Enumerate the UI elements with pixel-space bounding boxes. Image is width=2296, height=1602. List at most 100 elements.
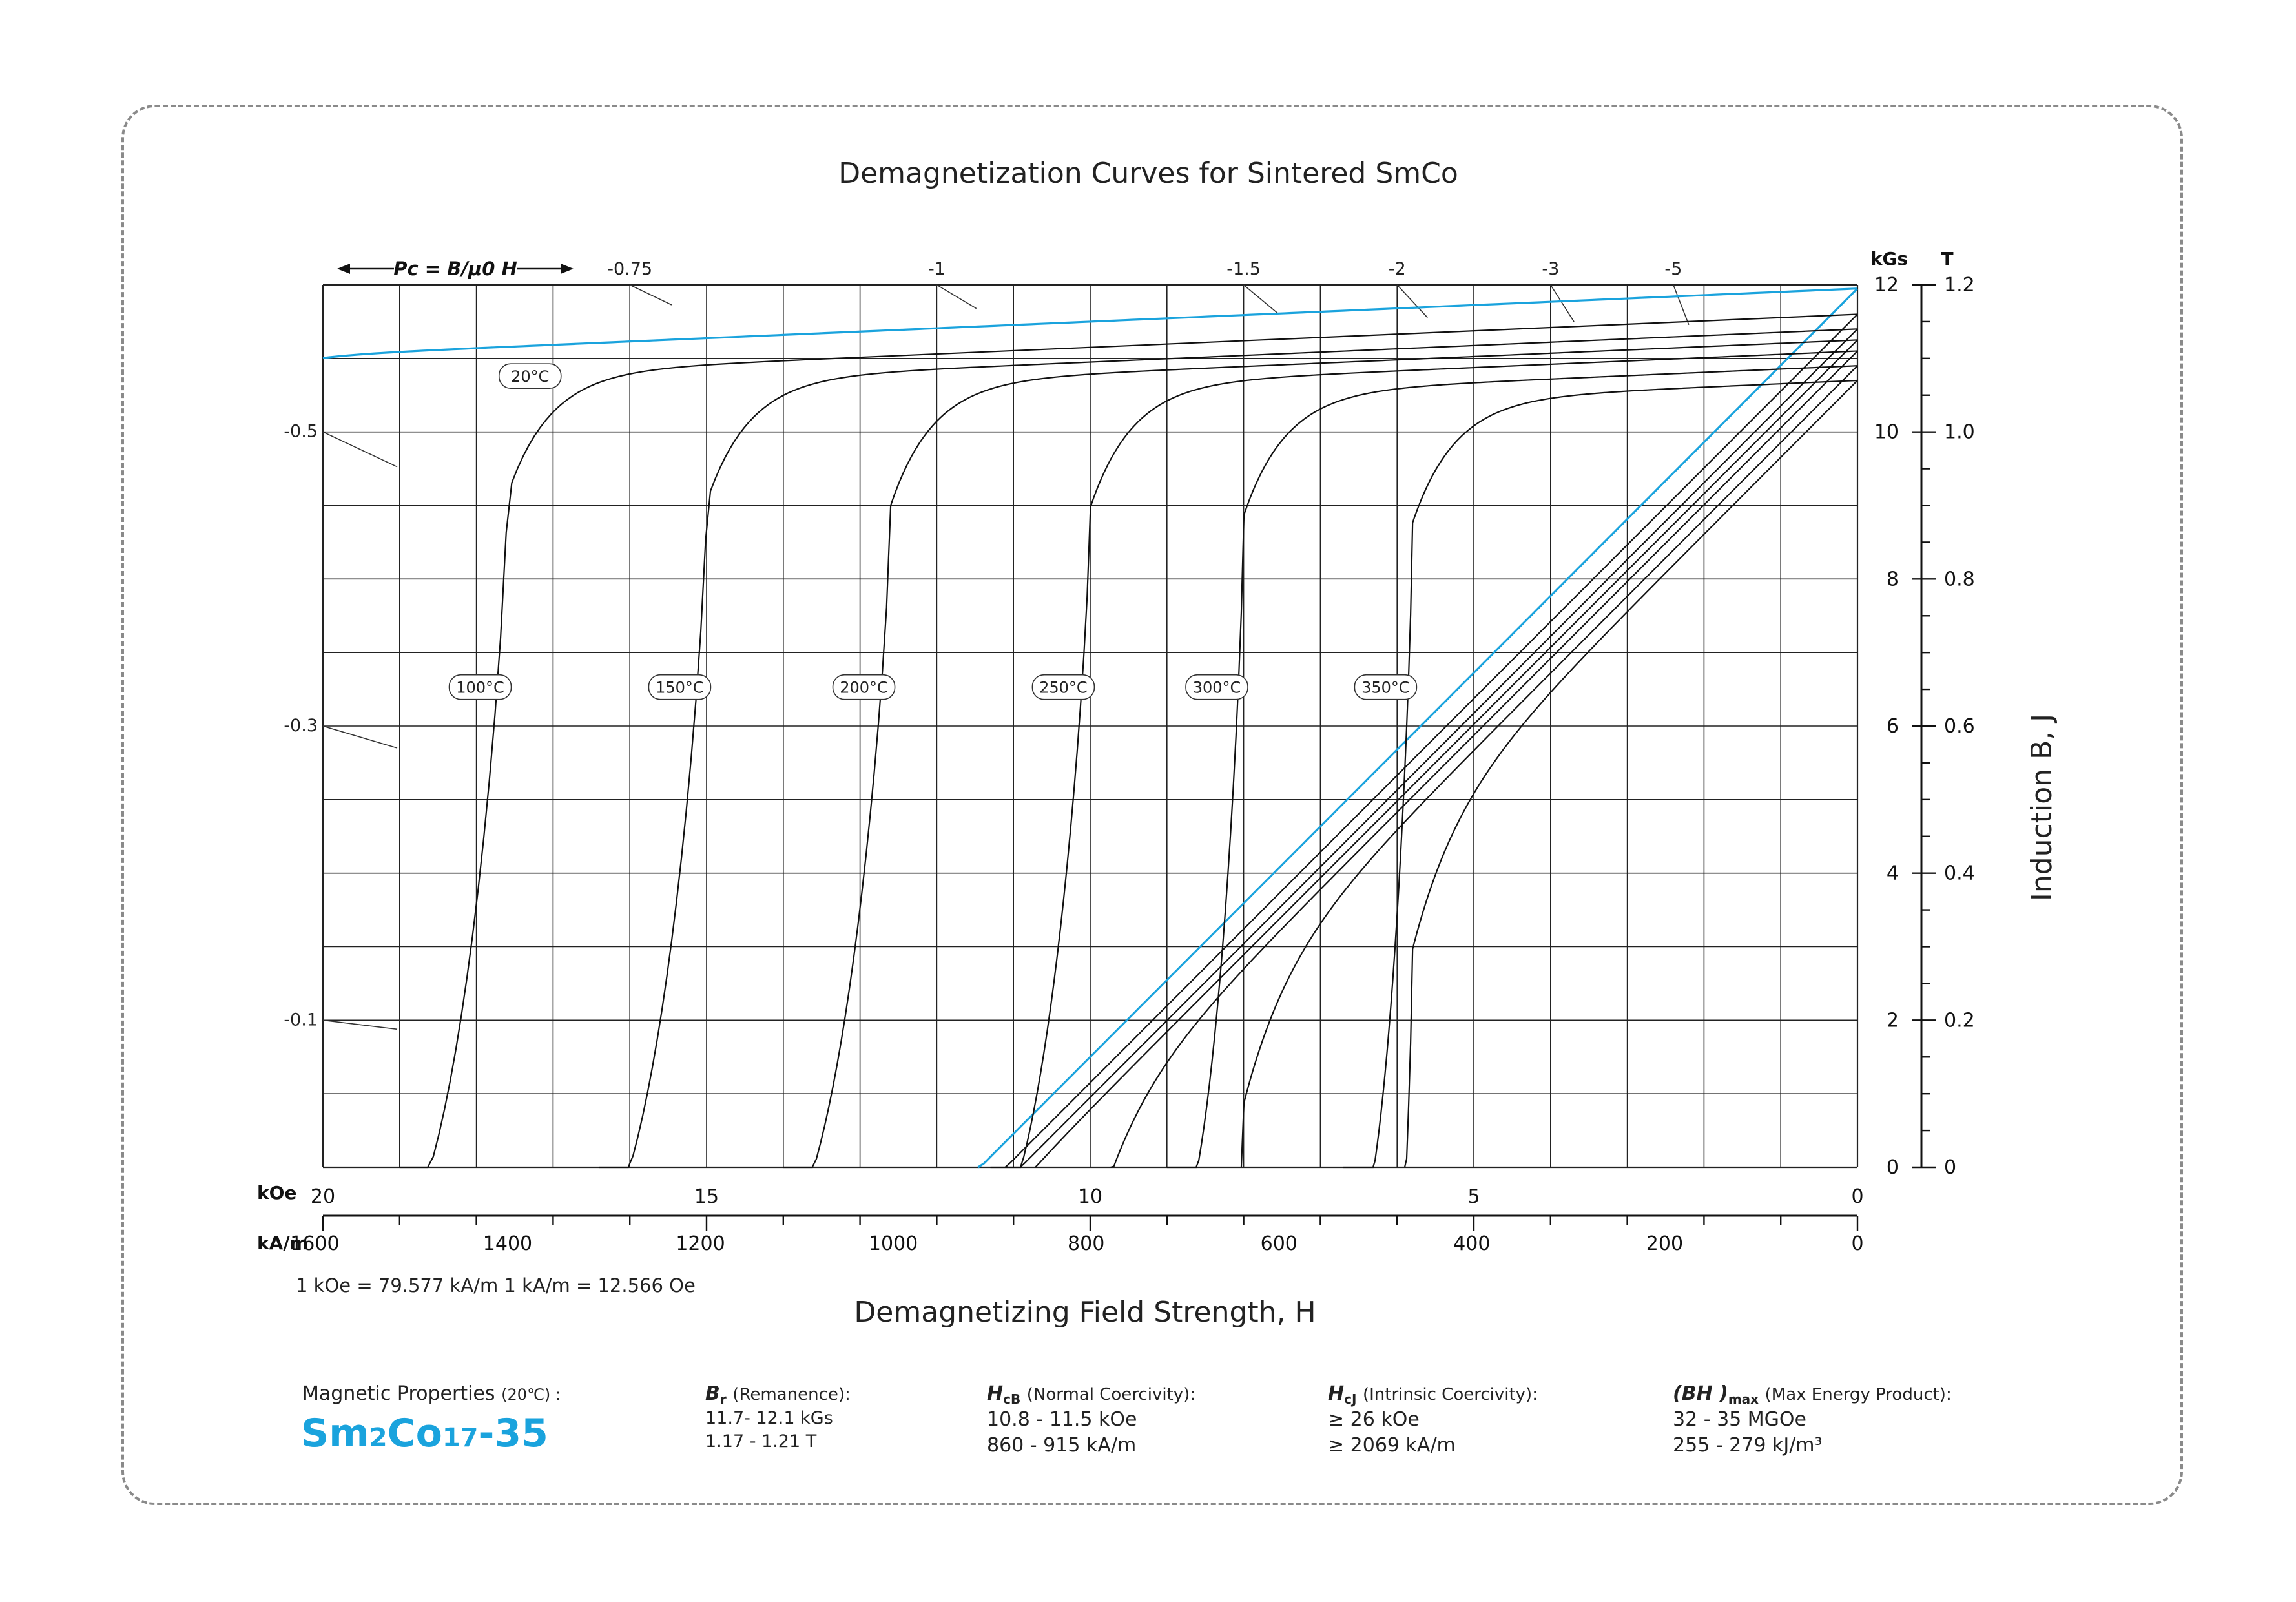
- property-intrinsic-coercivity: HcJ (Intrinsic Coercivity): ≥ 26 kOe ≥ 2…: [1328, 1382, 1538, 1459]
- y-tick-label-t: 1.2: [1944, 274, 1975, 296]
- permeance-label: -0.5: [284, 422, 318, 442]
- pc-arrow-head-left: [337, 264, 350, 274]
- properties-heading-temp: (20℃) :: [501, 1386, 561, 1404]
- b-curve: [1035, 339, 1858, 1168]
- permeance-line: [1673, 284, 1690, 325]
- properties-heading-text: Magnetic Properties: [302, 1382, 495, 1405]
- y-tick-label-kgs: 12: [1874, 274, 1899, 296]
- j-curve: [599, 328, 1858, 1169]
- grid: [322, 284, 1859, 1169]
- y-unit-t: T: [1941, 248, 1953, 269]
- property-subscript: cJ: [1344, 1391, 1357, 1407]
- x-tick-label-kam: 400: [1453, 1233, 1490, 1255]
- property-name: (Intrinsic Coercivity):: [1362, 1385, 1538, 1404]
- j-curve: [399, 313, 1858, 1169]
- curve-label: 150°C: [656, 679, 704, 697]
- permeance-label: -3: [1542, 259, 1559, 279]
- property-symbol: H: [987, 1382, 1004, 1405]
- curve-label-box: [498, 363, 562, 389]
- property-subscript: r: [719, 1391, 727, 1407]
- permeance-label: -1.5: [1226, 259, 1261, 279]
- x-tick-label-koe: 20: [311, 1185, 335, 1208]
- permeance-line: [936, 284, 977, 309]
- curve-label-box: [648, 674, 712, 700]
- x-tick-label-koe: 0: [1851, 1185, 1863, 1208]
- property-subscript: max: [1728, 1391, 1759, 1407]
- y-tick-label-t: 0.2: [1944, 1009, 1975, 1032]
- permeance-line: [322, 431, 398, 468]
- grade-part: Co: [387, 1411, 442, 1456]
- property-value: 11.7- 12.1 kGs: [705, 1408, 833, 1428]
- x-tick-label-kam: 1200: [676, 1233, 725, 1255]
- y-tick-label-kgs: 2: [1887, 1009, 1899, 1032]
- property-value: 1.17 - 1.21 T: [705, 1431, 817, 1451]
- y-tick-label-kgs: 8: [1887, 568, 1899, 590]
- y-tick-label-t: 0.4: [1944, 862, 1975, 885]
- x-tick-label-kam: 600: [1261, 1233, 1298, 1255]
- permeance-label: -2: [1389, 259, 1406, 279]
- y-tick-label-t: 0: [1944, 1156, 1956, 1179]
- curve-label-box: [1185, 674, 1248, 700]
- pc-label: Pc = B/μ0 H: [393, 258, 517, 280]
- property-subscript: cB: [1003, 1391, 1021, 1407]
- x-tick-label-kam: 0: [1851, 1233, 1863, 1255]
- permeance-line: [1396, 284, 1428, 318]
- y-unit-kgs: kGs: [1870, 248, 1908, 269]
- x-tick-label-kam: 1000: [869, 1233, 918, 1255]
- x-tick-label-kam: 1400: [483, 1233, 532, 1255]
- b-curve: [1240, 365, 1858, 1168]
- property-value: ≥ 2069 kA/m: [1328, 1434, 1456, 1457]
- y-tick-label-kgs: 4: [1887, 862, 1899, 885]
- curve-label-box: [1354, 674, 1418, 700]
- b-curve: [1110, 350, 1858, 1169]
- grade-part: Sm: [301, 1411, 369, 1456]
- x-tick-label-kam: 800: [1068, 1233, 1104, 1255]
- j-curve: [1343, 379, 1858, 1169]
- b-curve: [1403, 380, 1858, 1168]
- j-curve: [783, 339, 1858, 1169]
- x-tick-label-koe: 10: [1078, 1185, 1102, 1208]
- property-name: (Remanence):: [732, 1385, 851, 1404]
- j-curve: [990, 350, 1858, 1169]
- b-curve: [977, 287, 1859, 1169]
- property-symbol: H: [1328, 1382, 1345, 1405]
- property-symbol: B: [705, 1382, 720, 1405]
- property-normal-coercivity: HcB (Normal Coercivity): 10.8 - 11.5 kOe…: [987, 1382, 1195, 1459]
- page-frame: [121, 105, 2183, 1505]
- property-name: (Normal Coercivity):: [1026, 1385, 1196, 1404]
- curve-label-box: [448, 674, 512, 700]
- curves: [322, 287, 1859, 1169]
- permeance-label: -0.3: [284, 716, 318, 736]
- permeance-line: [322, 725, 398, 749]
- x-unit-kam: kA/m: [257, 1233, 309, 1254]
- permeance-label: -5: [1664, 259, 1682, 279]
- x-tick-label-kam: 1600: [290, 1233, 339, 1255]
- property-value: 10.8 - 11.5 kOe: [987, 1408, 1137, 1431]
- curve-label: 350°C: [1361, 679, 1410, 697]
- y-tick-label-t: 1.0: [1944, 421, 1975, 444]
- curve-label: 300°C: [1193, 679, 1241, 697]
- y-tick-label-kgs: 10: [1874, 421, 1899, 444]
- y-tick-label-t: 0.6: [1944, 715, 1975, 738]
- property-name: (Max Energy Product):: [1764, 1385, 1952, 1404]
- pc-arrow-head-right: [561, 264, 574, 274]
- j-curve: [322, 287, 1858, 359]
- curve-label: 250°C: [1039, 679, 1088, 697]
- j-curve: [1166, 365, 1858, 1169]
- permeance-line: [1550, 284, 1575, 322]
- x-tick-label-koe: 5: [1467, 1185, 1480, 1208]
- property-remanence: Br (Remanence): 11.7- 12.1 kGs 1.17 - 1.…: [705, 1382, 851, 1453]
- y-tick-label-kgs: 0: [1887, 1156, 1899, 1179]
- curve-label: 20°C: [511, 368, 549, 386]
- y-tick-label-t: 0.8: [1944, 568, 1975, 590]
- grade-name: Sm2Co17-35: [301, 1411, 548, 1456]
- b-curve: [1004, 313, 1858, 1168]
- curve-labels: 20°C 100°C 150°C 200°C 250°C 300°C 350°C: [448, 363, 1418, 700]
- x-unit-koe: kOe: [257, 1182, 296, 1203]
- permeance-label: -0.1: [284, 1010, 318, 1030]
- curve-label: 100°C: [456, 679, 504, 697]
- curve-label-box: [832, 674, 896, 700]
- grade-part: 17: [442, 1423, 479, 1453]
